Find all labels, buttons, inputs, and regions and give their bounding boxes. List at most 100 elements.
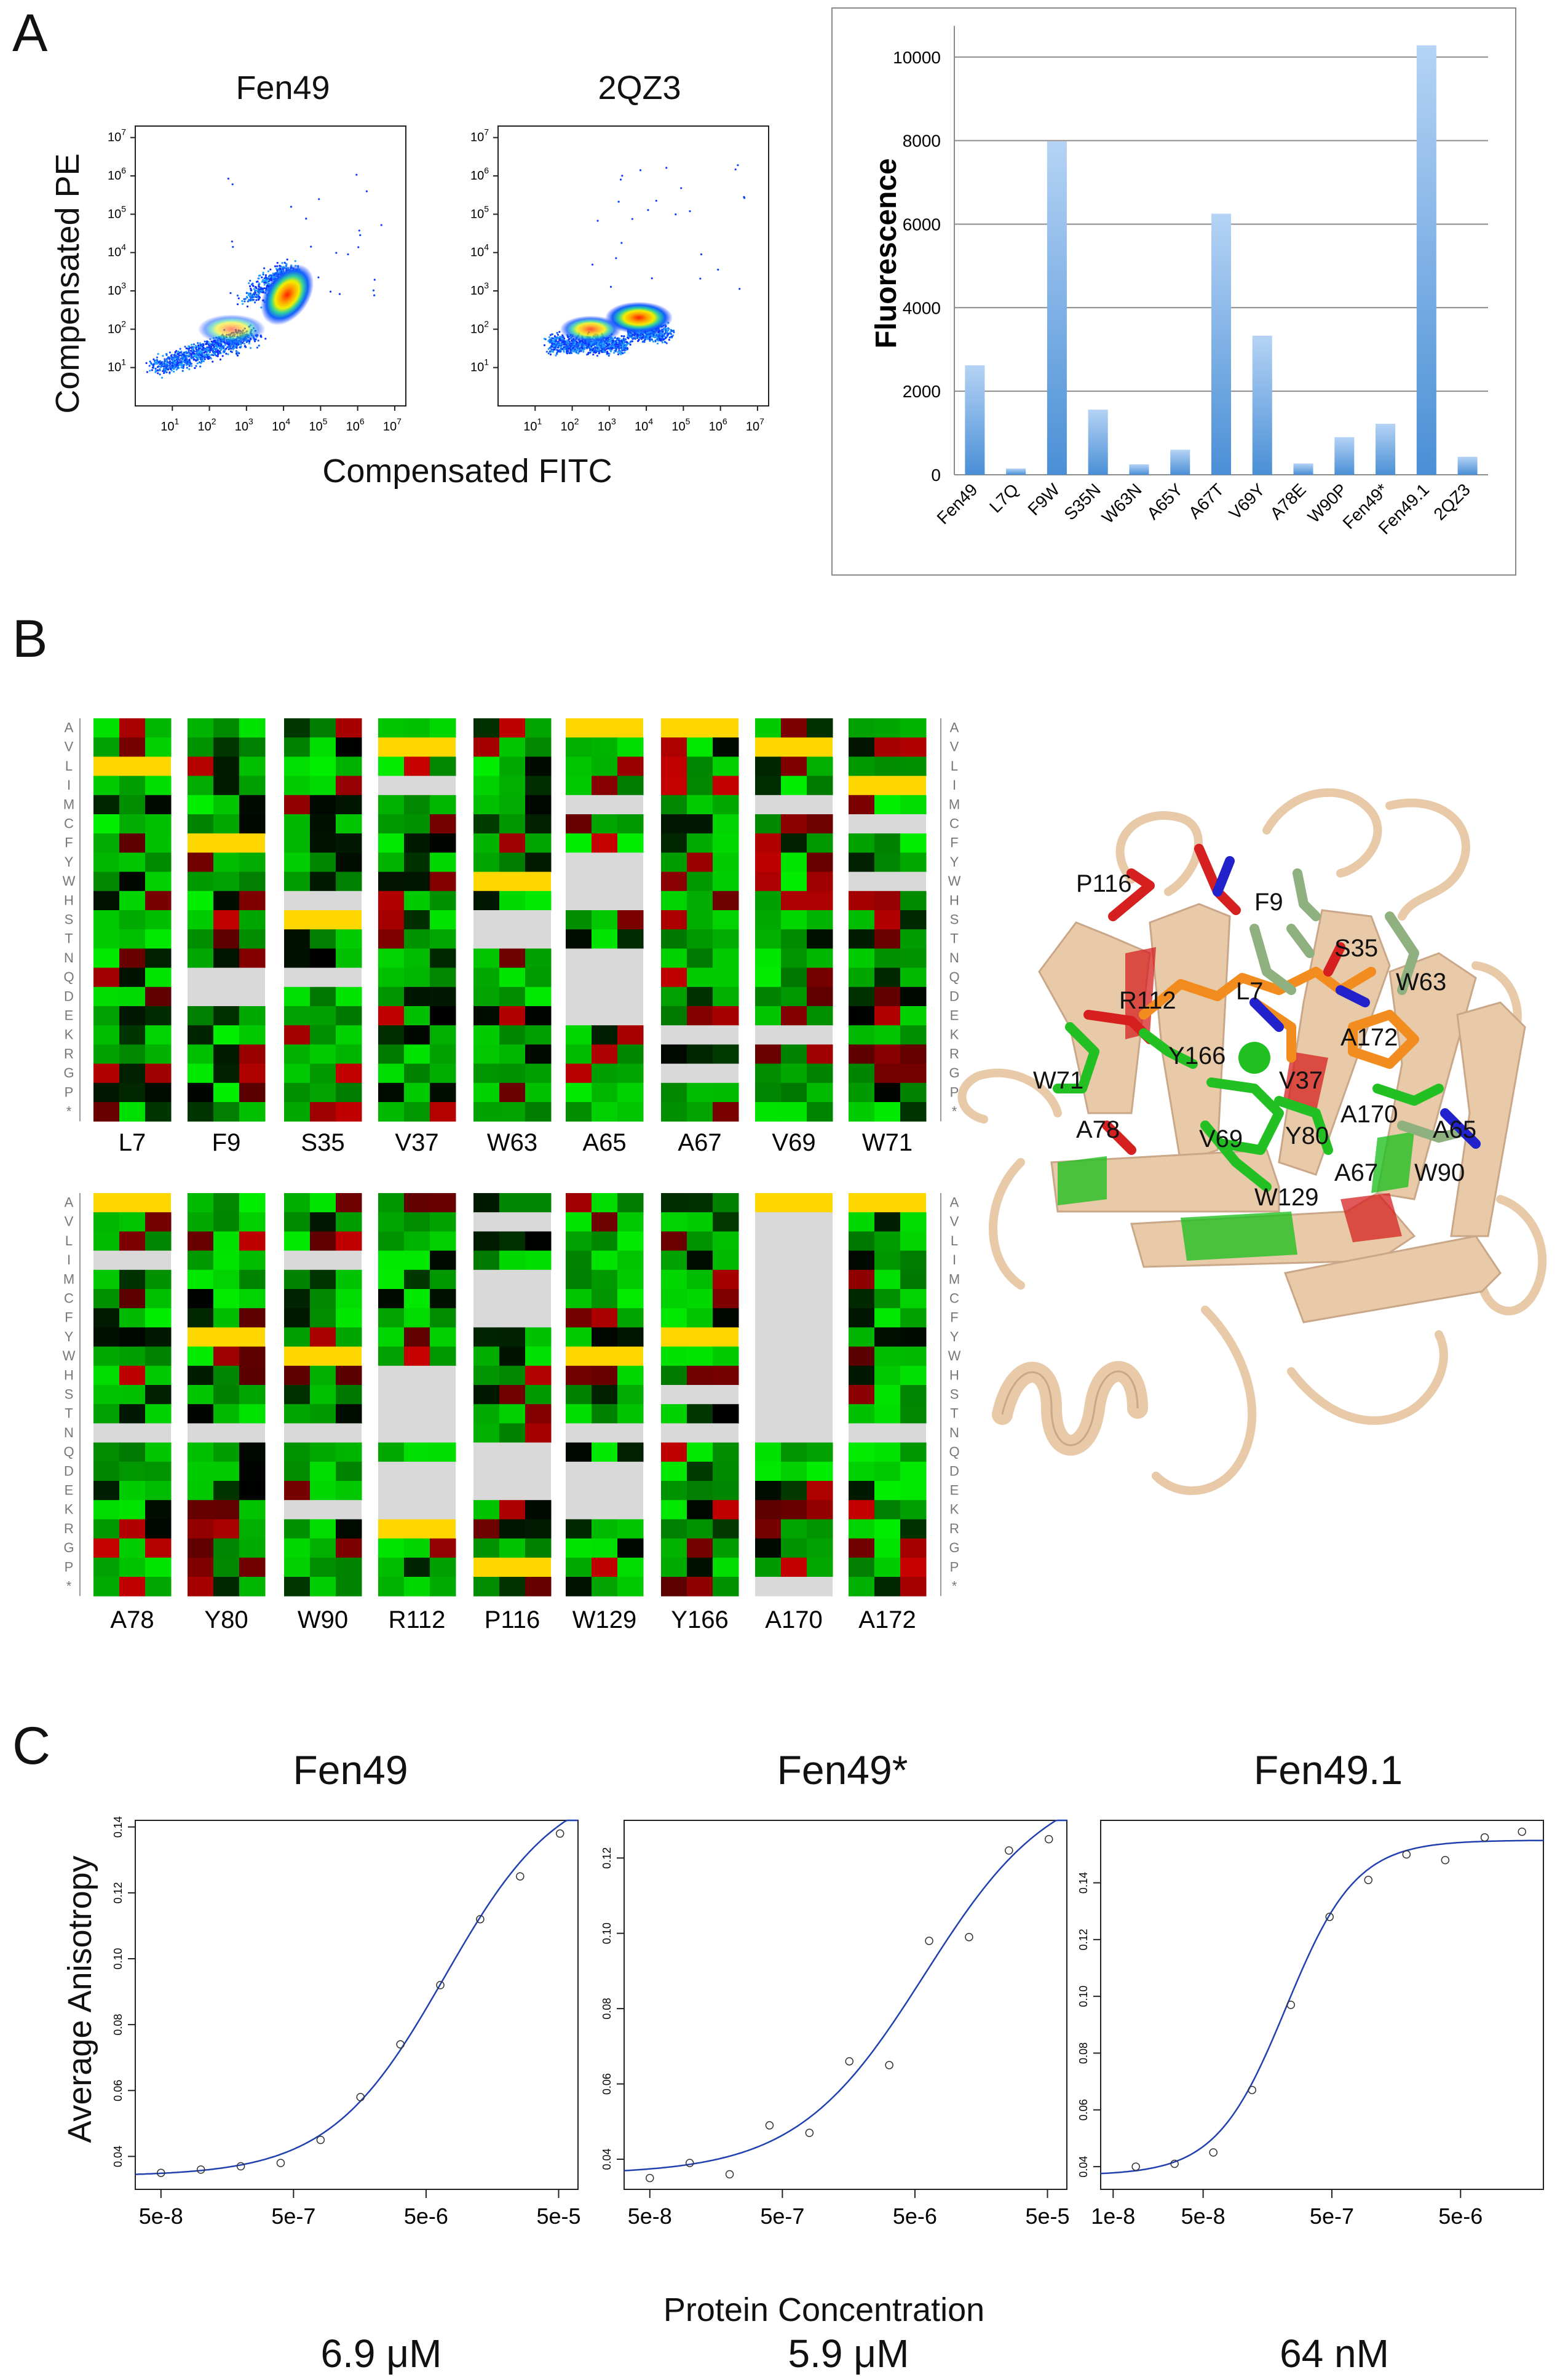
heatmap-cell [188,1289,214,1309]
heatmap-cell [284,1385,311,1405]
flow-event [184,357,187,360]
heatmap-cell [378,1044,405,1065]
heatmap-cell [525,1500,552,1520]
flow-event [156,359,159,362]
flow-event [249,299,252,302]
heatmap-cell [119,967,146,988]
flow-event [172,365,175,367]
heatmap-cell [213,1557,240,1577]
flow-event [276,261,279,264]
flow-event [175,365,178,368]
heatmap-cell [687,986,713,1007]
heatmap-cell [499,1385,526,1405]
flow-event [670,333,673,335]
heatmap-cell [566,891,643,911]
heatmap-cell [473,1327,500,1347]
flow-event [263,287,266,290]
curve-xtick-label: 5e-8 [628,2203,672,2229]
flow-outlier [329,290,332,293]
flow-event [286,258,288,261]
heatmap-cell [430,1212,456,1232]
flow-event [258,277,260,280]
heatmap-cell [119,1289,146,1309]
flow-event [559,339,561,342]
flow-event [606,347,608,350]
heatmap-cell [378,910,405,930]
flow-event [611,347,614,349]
label-w129: W129 [1254,1184,1319,1211]
heatmap-cell [687,871,713,892]
heatmap-cell [849,1193,926,1213]
heatmap-cell [499,1063,526,1084]
flow-event [199,350,201,352]
heatmap-cell [145,1025,172,1045]
heatmap-cell [807,891,833,911]
flow-event [253,288,255,290]
heatmap-cell [284,967,362,988]
heatmap-cell [284,929,311,949]
heatmap-row-label: G [63,1065,74,1081]
heatmap-cell [755,1193,833,1213]
heatmap-cell [145,891,172,911]
flow-event [197,347,200,350]
flow-event [660,329,663,332]
flow-event [182,365,184,367]
flow-event [216,353,220,356]
flow-event [262,271,264,274]
bar-category-label: Fen49 [933,480,981,528]
heatmap-cell [566,1404,592,1424]
flow-outlier [717,268,719,271]
flow-event [197,358,199,360]
heatmap-cell [713,1006,739,1026]
heatmap-cell [781,967,807,988]
flow-event [609,348,611,351]
heatmap-row-label: I [67,1252,71,1267]
heatmap-row-label: M [63,796,74,812]
heatmap-cell [145,967,172,988]
heatmap-cell [566,737,592,757]
heatmap-cell [661,1557,687,1577]
heatmap-cell [849,1404,875,1424]
heatmap-cell [755,1308,833,1328]
flow-title-fen49: Fen49 [236,69,330,106]
heatmap-row-label: Y [65,1329,74,1344]
flow-xtick-label: 101 [523,416,542,434]
heatmap-cell [687,1006,713,1026]
heatmap-cell [404,986,430,1007]
fit-curve [624,1819,1067,2172]
flow-event [176,356,178,359]
flow-event [548,336,551,338]
heatmap-cell [310,1385,336,1405]
heatmap-cell [336,852,362,873]
heatmap-cell [119,1006,146,1026]
heatmap-cell [566,1025,592,1045]
heatmap-cell [566,1346,643,1367]
heatmap-cell [755,1365,833,1386]
flow-event [256,293,259,296]
flow-outlier [227,177,229,180]
heatmap-cell [93,1481,120,1501]
heatmap-cell [566,1557,592,1577]
heatmap-cell [755,1423,833,1443]
heatmap-cell [378,795,405,815]
heatmap-column-label: P116 [485,1606,540,1633]
flow-event [584,347,587,349]
flow-event [204,340,206,343]
heatmap-cell [525,967,552,988]
flow-event [549,353,552,356]
heatmap-cell [900,1442,927,1462]
flow-event [149,360,151,363]
heatmap-cell [592,910,618,930]
flow-event [168,371,171,374]
flow-event [183,357,186,360]
flow-event [249,279,251,282]
heatmap-column-label: A67 [678,1129,721,1156]
flow-event [247,294,250,296]
heatmap-cell [213,1404,240,1424]
flow-event [636,340,639,343]
heatmap-cell [781,910,807,930]
heatmap-column-label: Y80 [204,1606,248,1633]
heatmap-cell [310,852,336,873]
heatmap-cell [661,1250,687,1271]
label-a170: A170 [1340,1101,1398,1128]
